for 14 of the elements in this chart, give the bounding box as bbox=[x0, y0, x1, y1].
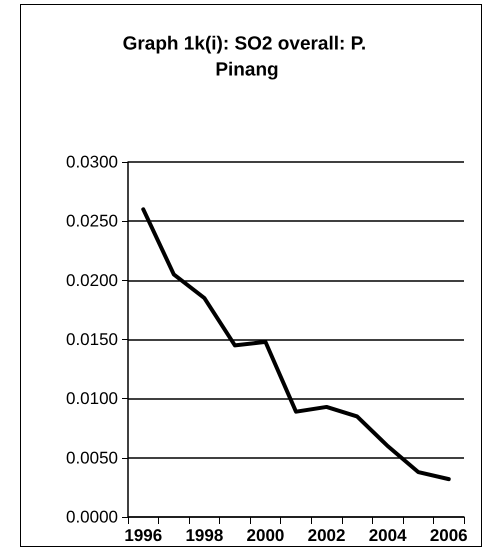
y-tick-label: 0.0250 bbox=[66, 212, 118, 231]
x-tick-label: 1998 bbox=[185, 526, 224, 545]
y-tick-label: 0.0200 bbox=[66, 270, 118, 290]
y-tick-label: 0.0050 bbox=[66, 448, 118, 468]
y-tick-label: 0.0000 bbox=[66, 508, 118, 526]
y-tick-label: 0.0100 bbox=[66, 389, 118, 408]
x-tick-label: 2002 bbox=[308, 526, 346, 545]
y-tick-label: 0.0300 bbox=[66, 152, 118, 172]
x-tick-label: 2004 bbox=[368, 526, 408, 545]
chart-title: Graph 1k(i): SO2 overall: P. Pinang bbox=[122, 34, 372, 80]
x-tick-label: 2006 bbox=[430, 526, 468, 545]
x-tick-label: 1996 bbox=[124, 526, 162, 545]
y-tick-label: 0.0150 bbox=[66, 330, 118, 349]
x-tick-label: 2000 bbox=[246, 526, 284, 545]
